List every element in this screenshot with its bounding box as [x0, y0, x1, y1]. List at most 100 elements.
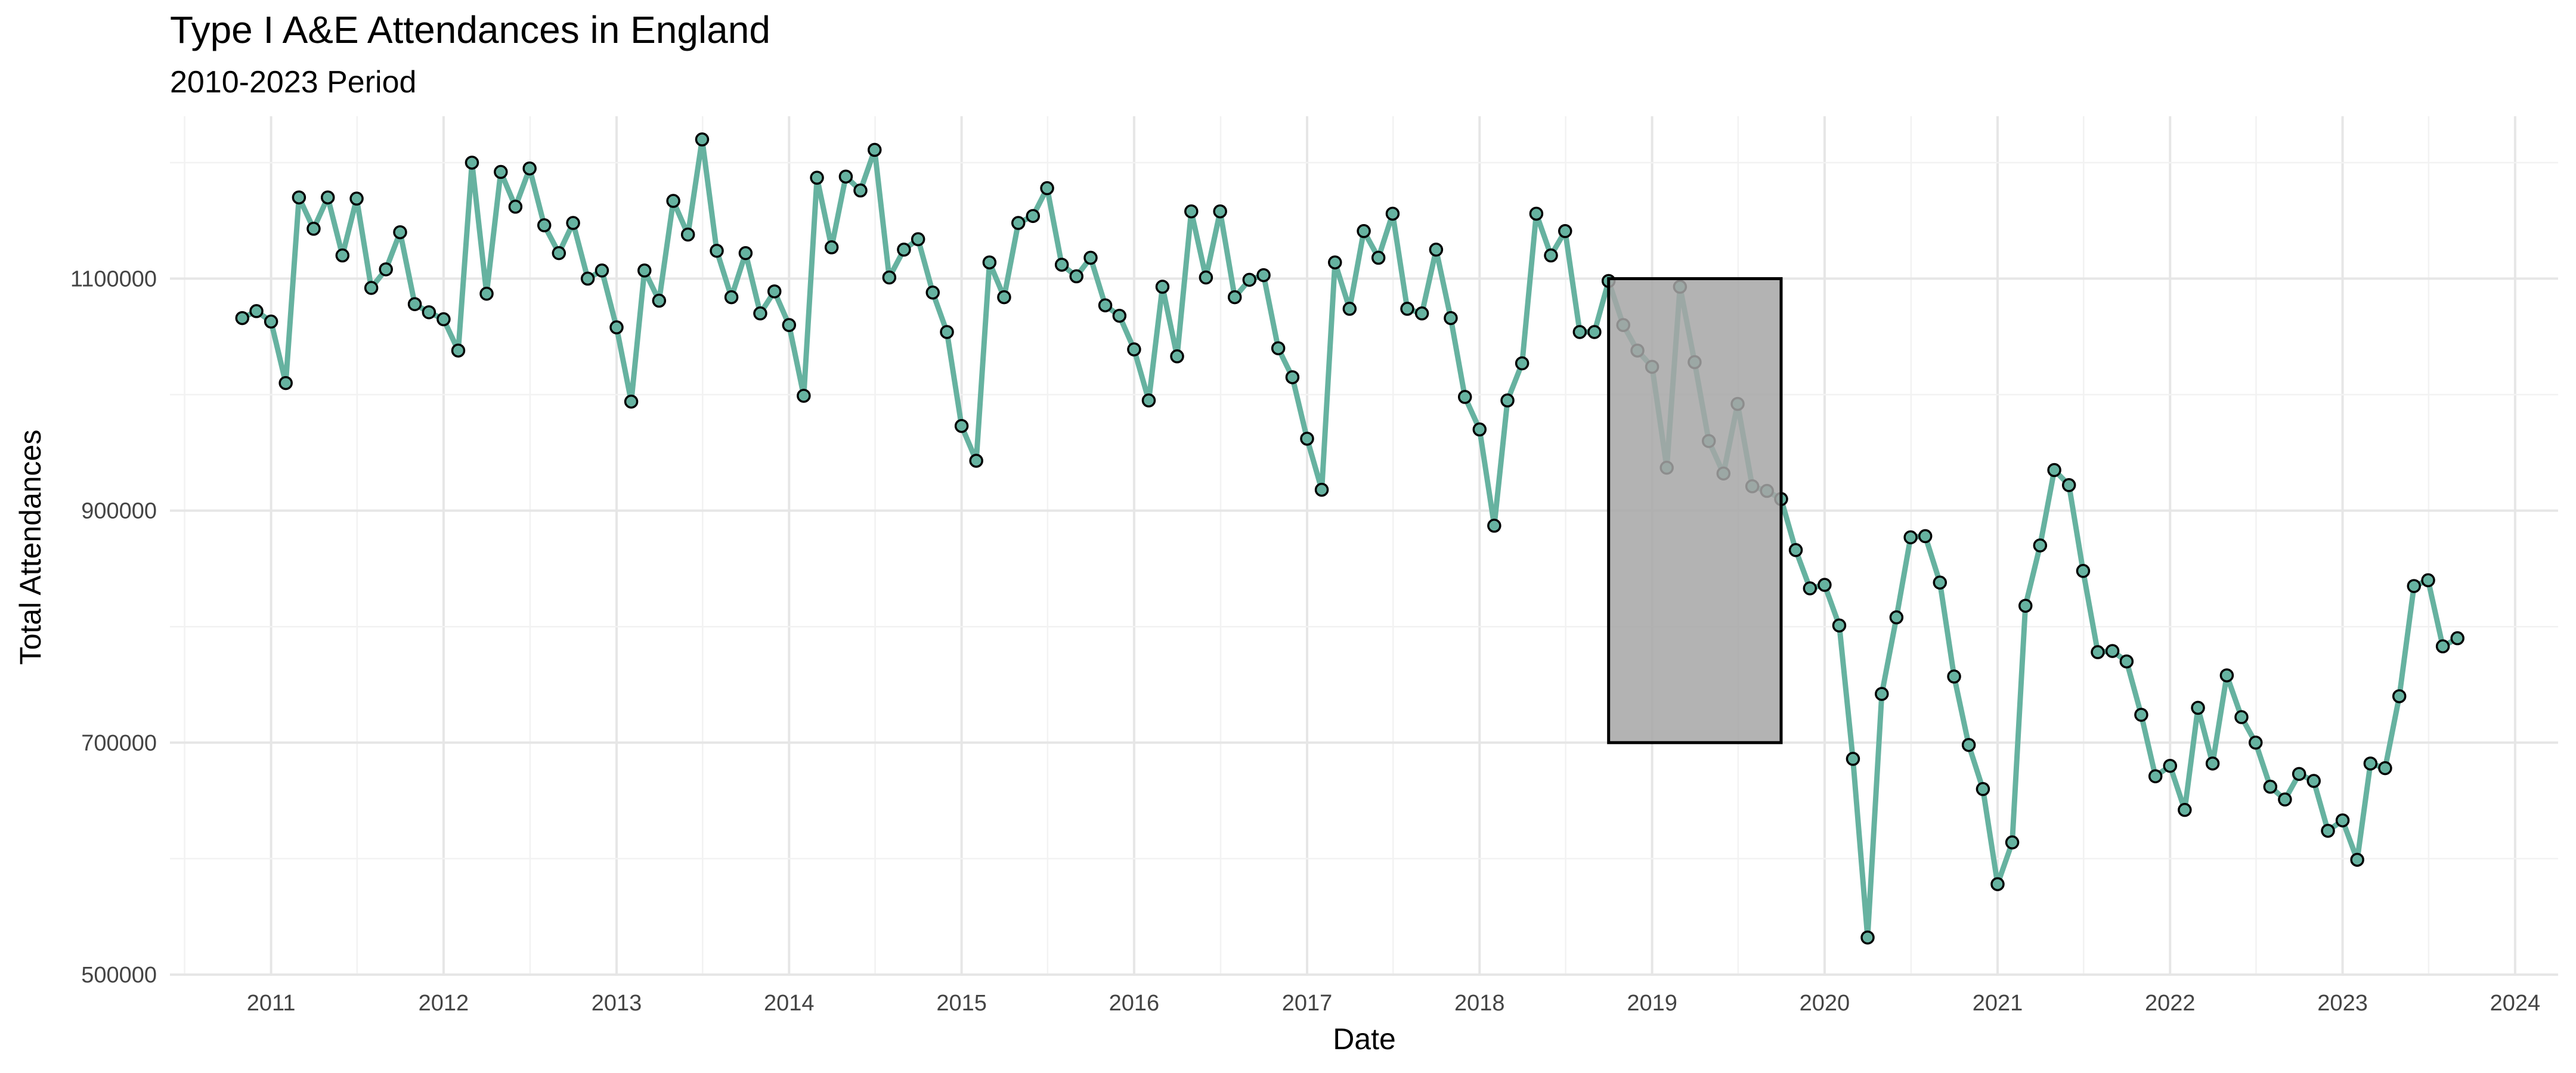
data-point	[1026, 209, 1041, 224]
data-point	[2350, 852, 2364, 867]
data-point	[680, 227, 695, 242]
y-axis-title: Total Attendances	[14, 430, 47, 665]
data-point	[897, 243, 911, 257]
data-point	[407, 297, 422, 311]
x-tick-label: 2012	[419, 991, 469, 1016]
data-point	[2047, 463, 2061, 477]
data-point	[666, 194, 680, 208]
data-point	[2450, 631, 2464, 646]
data-point	[1040, 181, 1054, 196]
data-point	[1227, 290, 1242, 305]
data-point	[1285, 370, 1300, 384]
data-point	[710, 243, 724, 258]
x-tick-label: 2011	[247, 991, 296, 1016]
data-point	[1832, 618, 1847, 633]
data-point	[1271, 341, 1286, 355]
data-point	[2278, 792, 2292, 807]
data-point	[1487, 519, 1501, 533]
data-point	[1587, 325, 1602, 339]
data-point	[1947, 669, 1961, 684]
data-point	[364, 281, 379, 295]
data-point	[2205, 756, 2220, 771]
data-point	[637, 263, 652, 278]
data-point	[1818, 578, 1832, 592]
data-point	[320, 190, 335, 204]
data-point	[1342, 302, 1357, 316]
x-tick-label: 2019	[1627, 991, 1677, 1016]
data-point	[1385, 206, 1400, 221]
data-point	[1529, 206, 1544, 221]
data-point	[997, 290, 1011, 305]
data-point	[1875, 687, 1889, 701]
y-tick-label: 500000	[81, 963, 157, 988]
data-point	[2435, 639, 2450, 654]
data-point	[451, 343, 466, 358]
data-point	[494, 165, 508, 179]
data-point	[882, 270, 897, 285]
data-point	[552, 246, 566, 261]
data-point	[2292, 767, 2306, 782]
data-point	[1213, 204, 1227, 219]
data-point	[1961, 737, 1976, 752]
data-point	[1414, 306, 1429, 321]
data-point	[2178, 802, 2192, 817]
data-point	[2263, 780, 2278, 794]
data-point	[2191, 700, 2205, 715]
data-point	[652, 293, 667, 308]
data-point	[782, 318, 797, 333]
data-point	[1170, 349, 1184, 364]
data-point	[2392, 689, 2407, 703]
data-point	[508, 200, 523, 214]
data-point	[1889, 610, 1904, 625]
highlight-rect	[1607, 277, 1783, 745]
data-point	[278, 376, 293, 390]
x-tick-label: 2020	[1800, 991, 1850, 1016]
data-point	[595, 263, 609, 278]
data-point	[982, 255, 997, 269]
data-point	[1788, 543, 1803, 557]
x-axis-title: Date	[1333, 1022, 1396, 1056]
data-point	[738, 246, 753, 261]
x-tick-label: 2022	[2145, 991, 2196, 1016]
data-point	[1500, 393, 1515, 408]
data-point	[2061, 478, 2076, 492]
data-point	[264, 314, 278, 329]
data-point	[2033, 538, 2048, 553]
data-point	[1860, 930, 1875, 945]
data-point	[1069, 269, 1083, 284]
data-point	[1472, 422, 1487, 437]
data-point	[753, 306, 767, 321]
data-point	[2018, 598, 2033, 613]
data-point	[1054, 258, 1069, 272]
data-point	[1300, 432, 1314, 446]
x-tick-label: 2013	[592, 991, 642, 1016]
data-point	[249, 304, 264, 318]
data-point	[422, 305, 436, 320]
y-tick-label: 700000	[81, 731, 157, 756]
data-point	[1976, 782, 1990, 796]
data-point	[2421, 573, 2435, 588]
data-point	[969, 454, 983, 468]
data-point	[1803, 581, 1818, 596]
data-point	[1328, 255, 1342, 269]
data-point	[1400, 302, 1414, 316]
data-point	[335, 248, 350, 263]
data-point	[940, 325, 954, 339]
data-point	[393, 225, 407, 240]
data-point	[724, 290, 739, 305]
data-point	[1933, 575, 1948, 590]
data-point	[925, 286, 940, 300]
chart-title: Type I A&E Attendances in England	[170, 8, 770, 51]
data-point	[1314, 482, 1329, 497]
data-point	[2248, 736, 2263, 750]
x-tick-label: 2014	[764, 991, 815, 1016]
data-point	[580, 271, 595, 286]
data-point	[1429, 243, 1444, 257]
x-tick-label: 2016	[1109, 991, 1160, 1016]
data-point	[1903, 530, 1918, 545]
data-point	[2148, 769, 2163, 783]
data-point	[2005, 835, 2020, 849]
data-point	[1184, 204, 1199, 219]
data-point	[624, 394, 639, 409]
